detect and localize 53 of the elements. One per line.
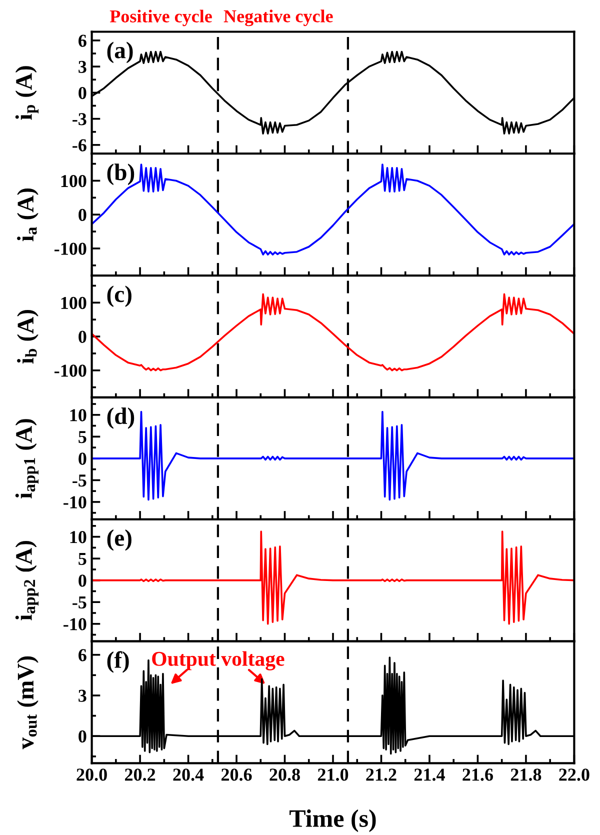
y-axis-title: v$_{out}$ (mV)	[17, 656, 38, 750]
y-tick-label: 0	[78, 574, 86, 587]
y-tick-label: 6	[78, 34, 86, 47]
y-axis-title: i$_{b}$ (A)	[17, 310, 38, 364]
line-series	[92, 530, 574, 625]
y-tick-label: 0	[78, 208, 86, 222]
chart-title: (d)	[107, 407, 134, 429]
y-tick-label: 0	[78, 452, 86, 465]
x-tick-label: 20.0	[76, 768, 107, 781]
chart-title: (e)	[107, 529, 132, 551]
y-tick-label: 10	[70, 531, 86, 544]
y-tick-label: 3	[78, 60, 86, 74]
chart-title: (b)	[107, 164, 134, 186]
y-tick-label: -100	[54, 364, 86, 377]
y-axis-title: i$_{a}$ (A)	[17, 188, 38, 242]
y-tick-label: -10	[64, 618, 86, 630]
y-axis-title: i$_{app1}$ (A)	[15, 419, 39, 498]
y-tick-label: 10	[70, 409, 86, 422]
y-tick-label: -3	[72, 113, 86, 126]
y-axis-title: i$_{app2}$ (A)	[15, 540, 39, 620]
y-tick-label: 0	[78, 730, 86, 743]
y-tick-label: 5	[78, 431, 86, 444]
x-tick-label: 21.8	[510, 768, 542, 781]
y-tick-label: -6	[72, 139, 86, 152]
x-tick-label: 21.2	[366, 768, 396, 781]
y-tick-label: -100	[54, 242, 86, 255]
y-tick-label: -5	[72, 474, 86, 487]
text: Positive cycle	[110, 10, 212, 26]
annotation: Output voltage	[152, 651, 284, 670]
y-tick-label: -10	[64, 496, 86, 508]
y-axis-title: i$_{p}$ (A)	[15, 66, 39, 120]
x-tick-label: 20.4	[173, 768, 204, 781]
y-tick-label: 100	[61, 296, 86, 310]
x-tick-label: 22.0	[559, 768, 590, 781]
x-tick-label: 20.6	[221, 768, 252, 781]
x-tick-label: 21.4	[414, 768, 445, 781]
line-series	[92, 164, 574, 256]
text: Negative cycle	[224, 10, 333, 26]
y-tick-label: 5	[78, 552, 86, 565]
chart-title: (c)	[107, 286, 132, 307]
y-tick-label: 100	[61, 174, 86, 188]
chart-title: (f)	[107, 651, 129, 673]
y-tick-label: 3	[78, 690, 86, 702]
x-tick-label: 21.6	[462, 768, 493, 781]
x-tick-label: 20.8	[270, 768, 300, 781]
x-tick-label: 21.0	[318, 768, 348, 781]
chart-title: (a)	[107, 42, 133, 64]
y-tick-label: 6	[78, 649, 86, 662]
y-tick-label: -5	[72, 596, 86, 609]
x-axis-title: Time (s)	[290, 809, 376, 832]
y-tick-label: 0	[78, 86, 86, 100]
x-tick-label: 20.2	[125, 768, 156, 781]
y-tick-label: 0	[78, 330, 86, 343]
